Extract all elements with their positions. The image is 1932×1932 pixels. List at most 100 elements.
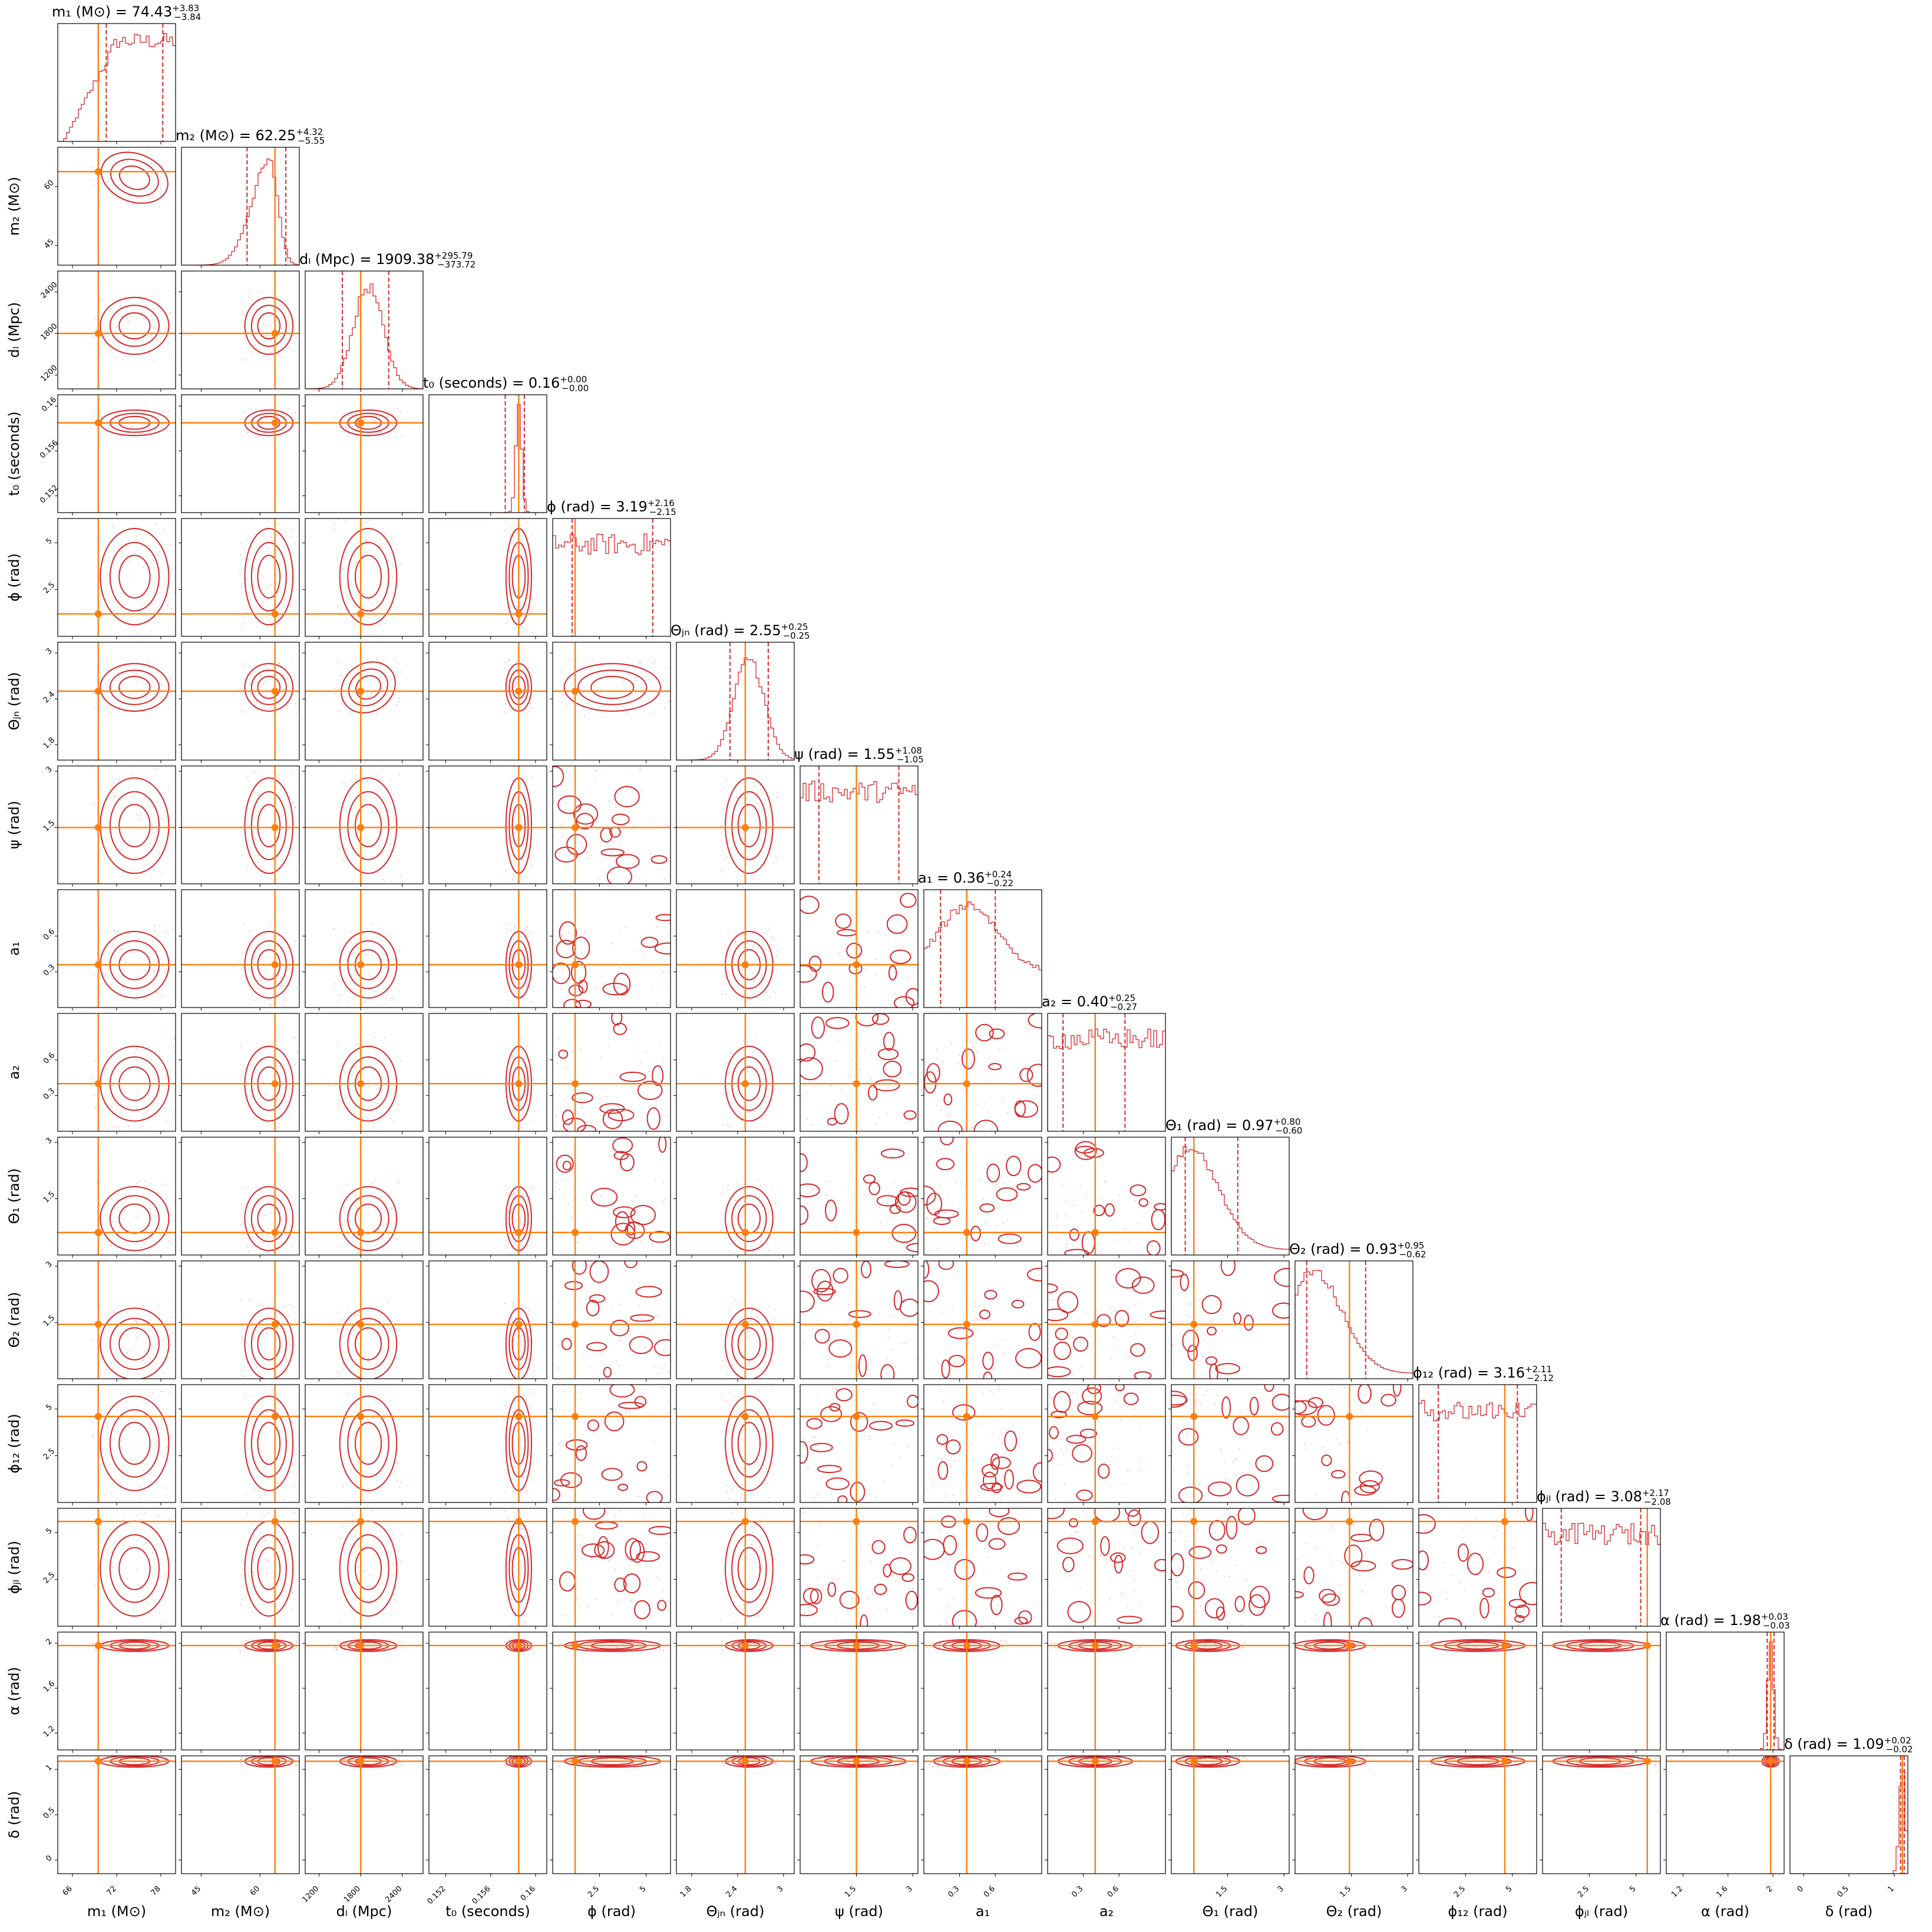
contour: [566, 834, 587, 856]
contour: [600, 848, 625, 857]
contour: [599, 1103, 625, 1114]
x-axis-label-a1: a₁: [976, 1903, 990, 1920]
contour: [602, 1109, 623, 1130]
panel-frame: [923, 1755, 1042, 1874]
x-tick-label: 2.5: [1452, 1884, 1467, 1899]
contour: [568, 984, 584, 996]
x-axis-label-delta: δ (rad): [1825, 1903, 1873, 1920]
panel-a2-a2: a₂ = 0.40+0.25 −0.27: [1042, 993, 1166, 1134]
truth-point: [1346, 1642, 1353, 1649]
contour: [800, 1153, 808, 1173]
panel-dL-a1: [302, 889, 424, 1010]
contour: [1317, 1405, 1335, 1426]
truth-point: [515, 1758, 523, 1765]
panel-frame: [552, 1260, 671, 1379]
truth-point: [853, 1412, 860, 1420]
contour: [657, 1600, 667, 1611]
contour: [1234, 1596, 1245, 1613]
contour: [648, 1525, 671, 1535]
x-tick-label: 3: [775, 1884, 785, 1894]
truth-point: [271, 1412, 279, 1420]
panel-frame: [428, 642, 547, 761]
title-phi: ϕ (rad) = 3.19+2.16 −2.15: [547, 498, 676, 517]
y-axis-label-dL: dₗ (Mpc): [6, 302, 22, 358]
y-tick-label: 0.16: [40, 395, 58, 414]
panel-frame: [57, 642, 176, 761]
y-tick-label: 1.8: [42, 736, 57, 751]
contour: [850, 1481, 866, 1502]
contour: [257, 1422, 281, 1465]
contour: [1110, 1552, 1126, 1563]
x-tick-label: 1200: [300, 1884, 321, 1904]
contour: [1015, 1348, 1042, 1369]
contour: [1208, 1520, 1226, 1541]
contour: [936, 1158, 955, 1171]
contour: [1419, 1514, 1436, 1534]
contour: [731, 1409, 767, 1478]
panel-phi12-delta: 2.5 5: [1416, 1755, 1537, 1899]
panel-a2-theta1: [1045, 1137, 1166, 1258]
contour: [250, 1317, 287, 1370]
panel-thetajn-thetajn: Θⱼₙ (rad) = 2.55+0.25 −0.25: [671, 622, 810, 763]
contour: [339, 777, 398, 874]
x-tick-label: 1.5: [1338, 1884, 1353, 1899]
panel-frame: [305, 889, 424, 1008]
truth-point: [94, 1758, 102, 1765]
contour: [1220, 1261, 1236, 1276]
x-tick-label: 2.5: [1576, 1884, 1591, 1899]
y-tick-label: 2.5: [42, 581, 57, 596]
contour: [618, 1402, 645, 1409]
contour: [725, 1307, 774, 1379]
panel-frame: [1789, 1755, 1908, 1874]
contour: [562, 1161, 572, 1171]
panel-frame: [552, 1508, 671, 1627]
panel-frame: [923, 1013, 1042, 1132]
panel-phijl-phijl: ϕⱼₗ (rad) = 3.08+2.17 −2.08: [1537, 1488, 1671, 1629]
contour: [1072, 1444, 1092, 1463]
truth-point: [271, 1080, 279, 1088]
panel-frame: [305, 394, 424, 513]
contour: [619, 1153, 635, 1172]
panel-dL-thetajn: [302, 642, 424, 763]
contour: [615, 1211, 630, 1232]
contour: [937, 1461, 949, 1480]
contour: [655, 914, 671, 922]
histogram-t0: [429, 404, 547, 513]
contour: [800, 1183, 820, 1198]
contour: [982, 1352, 994, 1370]
contour: [615, 854, 640, 869]
truth-point: [94, 1228, 102, 1236]
truth-point: [741, 1320, 749, 1328]
contour: [100, 1307, 170, 1379]
contour: [1272, 1494, 1289, 1502]
contour: [833, 1267, 848, 1283]
truth-point: [853, 1320, 860, 1328]
panel-phi-phijl: [550, 1508, 671, 1629]
contour: [1419, 1550, 1429, 1571]
panel-m2-psi: [179, 765, 300, 887]
contour: [1027, 1164, 1042, 1183]
truth-point: [515, 1080, 523, 1088]
truth-point: [271, 329, 279, 337]
panel-frame: [305, 1755, 424, 1874]
panel-frame: [1047, 1384, 1166, 1503]
panel-frame: [181, 1260, 300, 1379]
contour: [1032, 1462, 1042, 1482]
contour: [554, 846, 578, 863]
contour: [100, 528, 170, 626]
contour: [737, 1203, 761, 1234]
contour: [895, 1419, 915, 1427]
truth-point: [741, 1642, 749, 1649]
contour: [630, 1204, 656, 1226]
panel-theta2-alpha: [1292, 1632, 1414, 1753]
panel-thetajn-phijl: [673, 1508, 795, 1629]
panel-dL-t0: [302, 394, 424, 516]
contour: [883, 1032, 895, 1051]
panel-frame: [1171, 1384, 1290, 1503]
x-tick-label: 3: [1399, 1884, 1409, 1894]
contour: [1301, 1415, 1316, 1428]
contour: [586, 1299, 600, 1317]
contour: [888, 965, 897, 981]
contour: [871, 1540, 886, 1554]
